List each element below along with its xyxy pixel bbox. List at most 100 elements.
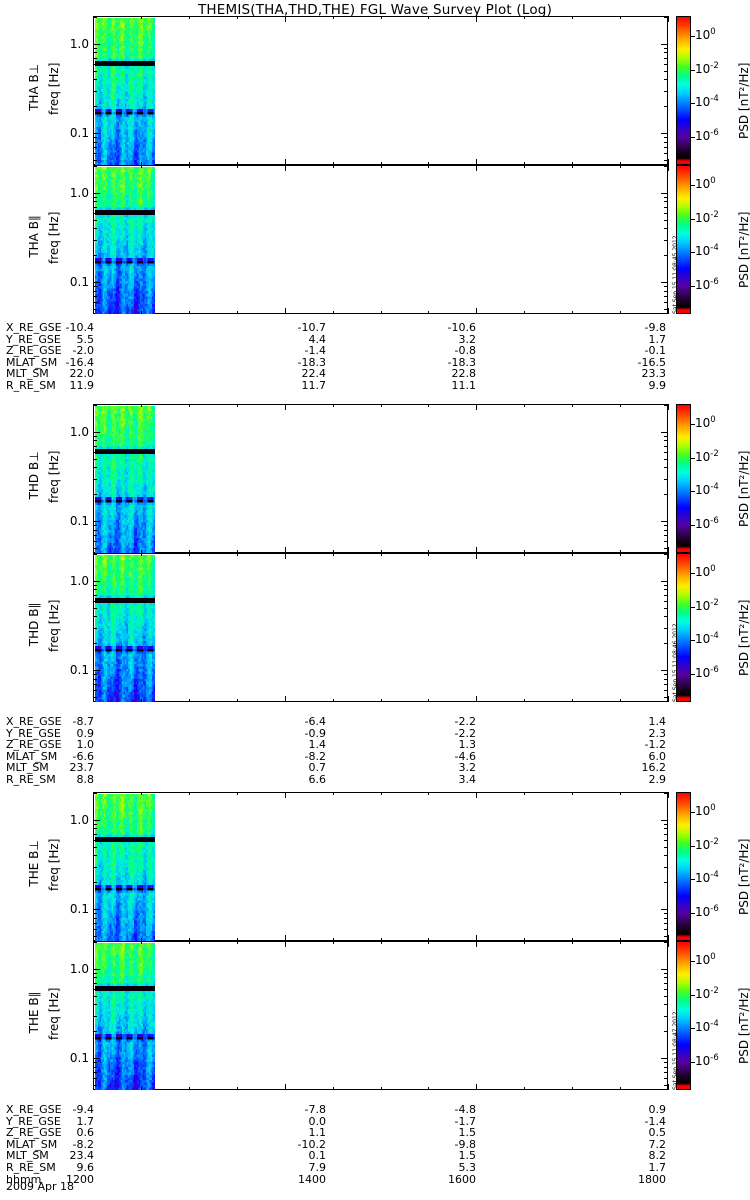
x-tick-minor bbox=[572, 311, 573, 314]
x-tick bbox=[285, 165, 286, 171]
y-tick bbox=[93, 839, 97, 841]
x-tick bbox=[476, 165, 477, 171]
y-tick bbox=[93, 159, 97, 161]
psd-colorbar bbox=[676, 165, 691, 314]
ephemeris-row: X_RE_GSE -10.4 -10.7 -10.6 -9.8 bbox=[6, 322, 746, 334]
y-tick bbox=[93, 282, 100, 284]
x-tick-minor bbox=[428, 550, 429, 553]
ephemeris-row-label: R_RE_SM bbox=[6, 1160, 56, 1174]
colorbar-tick bbox=[691, 573, 695, 574]
x-tick-minor bbox=[333, 311, 334, 314]
colorbar-tick-label: 10-6 bbox=[695, 1052, 719, 1068]
y-tick bbox=[664, 839, 668, 841]
y-tick bbox=[664, 525, 668, 527]
y-tick bbox=[661, 580, 668, 582]
y-tick bbox=[664, 689, 668, 691]
x-tick-minor bbox=[333, 938, 334, 941]
ephemeris-row-label: X_RE_GSE bbox=[6, 715, 62, 728]
ephemeris-value: 3.2 bbox=[458, 761, 477, 775]
y-tick bbox=[93, 935, 97, 937]
y-tick bbox=[664, 458, 668, 460]
ephemeris-value: -16.4 bbox=[65, 355, 94, 369]
y-tick bbox=[93, 239, 97, 241]
y-tick bbox=[93, 1031, 97, 1033]
ephemeris-row: Z_RE_GSE -2.0 -1.4 -0.8 -0.1 bbox=[6, 345, 746, 357]
ephemeris-value: -10.7 bbox=[297, 321, 326, 334]
y-tick-label: 1.0 bbox=[69, 812, 89, 827]
y-tick bbox=[664, 255, 668, 257]
x-tick-minor bbox=[237, 699, 238, 702]
colorbar-axis-title: PSD [nT²/Hz] bbox=[737, 211, 750, 288]
x-tick bbox=[285, 159, 286, 165]
ephemeris-row-label: MLT_SM bbox=[6, 367, 49, 381]
x-tick-minor bbox=[381, 162, 382, 165]
ephemeris-value: 0.7 bbox=[308, 761, 327, 775]
x-tick bbox=[476, 941, 477, 947]
y-tick bbox=[93, 1015, 97, 1017]
y-tick bbox=[664, 467, 668, 469]
x-tick bbox=[285, 696, 286, 702]
y-tick bbox=[664, 137, 668, 139]
colorbar-axis-title: PSD [nT²/Hz] bbox=[737, 599, 750, 676]
y-tick bbox=[664, 445, 668, 447]
ephemeris-value: -6.6 bbox=[72, 749, 94, 763]
ephemeris-value: 2.9 bbox=[648, 772, 667, 786]
y-tick-label: 0.1 bbox=[69, 275, 89, 290]
y-tick bbox=[664, 435, 668, 437]
y-tick bbox=[664, 627, 668, 629]
y-tick bbox=[664, 972, 668, 974]
y-tick bbox=[93, 547, 97, 549]
x-tick bbox=[668, 165, 669, 171]
colorbar-tick bbox=[691, 812, 695, 813]
ephemeris-row: Y_RE_GSE 1.7 0.0 -1.7 -1.4 bbox=[6, 1114, 746, 1128]
colorbar-tick bbox=[691, 286, 695, 287]
x-tick-minor bbox=[428, 938, 429, 941]
y-tick bbox=[93, 90, 97, 92]
x-tick-minor bbox=[381, 165, 382, 168]
y-tick bbox=[664, 988, 668, 990]
ephemeris-row: Z_RE_GSE 1.0 1.4 1.3 -1.2 bbox=[6, 739, 746, 751]
y-tick-label: 1.0 bbox=[69, 573, 89, 588]
y-tick-label: 0.1 bbox=[69, 126, 89, 141]
x-tick-minor bbox=[572, 550, 573, 553]
ephemeris-row: Y_RE_GSE 5.5 4.4 3.2 1.7 bbox=[6, 332, 746, 346]
y-tick bbox=[664, 643, 668, 645]
ephemeris-value: 4.4 bbox=[308, 332, 327, 346]
ephemeris-value: -1.4 bbox=[644, 1114, 666, 1128]
y-tick bbox=[664, 47, 668, 49]
x-tick-minor bbox=[237, 938, 238, 941]
ephemeris-value: -1.4 bbox=[304, 344, 326, 358]
y-tick bbox=[93, 580, 100, 582]
x-tick-minor bbox=[141, 792, 142, 795]
y-tick bbox=[93, 521, 100, 523]
x-tick-minor bbox=[572, 16, 573, 19]
x-tick bbox=[93, 941, 94, 947]
x-tick bbox=[93, 404, 94, 410]
colorbar-tick-label: 10-6 bbox=[695, 276, 719, 292]
y-tick bbox=[664, 922, 668, 924]
y-tick bbox=[93, 1004, 97, 1006]
x-tick-minor bbox=[333, 16, 334, 19]
y-tick bbox=[93, 435, 97, 437]
x-tick-minor bbox=[428, 1087, 429, 1090]
panel-axis-label: THA B⊥ bbox=[27, 64, 41, 112]
ephemeris-value: 2.3 bbox=[648, 726, 667, 740]
panel-axis-label: THE B⊥ bbox=[27, 840, 41, 887]
x-tick-minor bbox=[572, 938, 573, 941]
y-tick bbox=[93, 866, 97, 868]
x-tick-minor bbox=[141, 165, 142, 168]
generation-timestamp: Sat Sep 15 11:08:47 2012 bbox=[672, 1011, 679, 1090]
y-tick bbox=[661, 43, 668, 45]
y-tick bbox=[93, 1062, 97, 1064]
y-tick bbox=[93, 79, 97, 81]
ephemeris-value: -8.2 bbox=[72, 1137, 94, 1151]
x-tick-minor bbox=[141, 16, 142, 19]
x-tick-minor bbox=[189, 699, 190, 702]
ephemeris-row: X_RE_GSE -9.4 -7.8 -4.8 0.9 bbox=[6, 1104, 746, 1116]
x-tick-minor bbox=[524, 1087, 525, 1090]
x-tick-minor bbox=[428, 311, 429, 314]
spectrogram-panel bbox=[93, 792, 668, 941]
colorbar-tick-label: 10-4 bbox=[695, 243, 719, 259]
y-tick bbox=[93, 57, 97, 59]
ephemeris-value: -0.8 bbox=[454, 344, 476, 358]
